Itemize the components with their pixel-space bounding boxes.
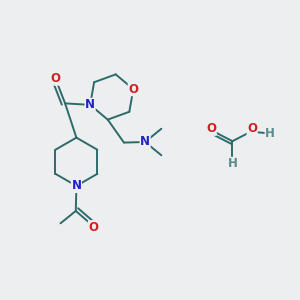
Text: H: H (227, 157, 237, 170)
Text: O: O (50, 72, 60, 85)
Text: H: H (265, 127, 275, 140)
Text: N: N (85, 98, 95, 111)
Text: O: O (128, 82, 138, 96)
Text: O: O (247, 122, 257, 135)
Text: N: N (140, 136, 150, 148)
Text: N: N (71, 179, 81, 192)
Text: O: O (206, 122, 216, 135)
Text: O: O (88, 220, 98, 234)
